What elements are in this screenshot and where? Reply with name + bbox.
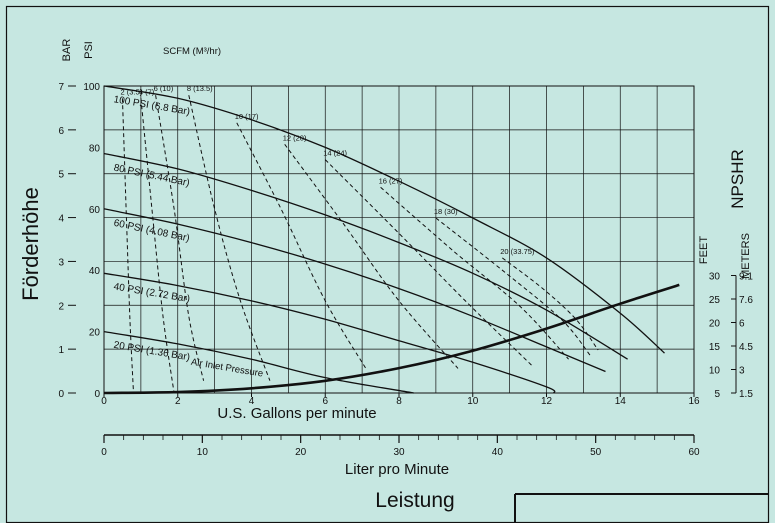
npshr-feet-label: 25 xyxy=(709,295,721,306)
air-consumption-curve xyxy=(155,95,205,381)
air-consumption-curve xyxy=(501,257,599,351)
x-tick-label: 6 xyxy=(322,396,328,407)
npshr-meter-label: 3 xyxy=(739,366,745,377)
air-consumption-curve xyxy=(121,98,134,394)
npshr-curve xyxy=(103,283,680,395)
bottom-right-box xyxy=(514,493,769,522)
air-consumption-curves: 2 (3.5)4 (7) 6 (10) 8 (13.5) 10 (17) 12 (20)… xyxy=(120,84,599,394)
air-consumption-curve xyxy=(324,159,533,366)
npshr-feet-label: 15 xyxy=(709,342,721,353)
x2-tick-label: 30 xyxy=(393,447,405,458)
bar-tick-label: 4 xyxy=(58,214,64,225)
air-consumption-label: 12 (20) xyxy=(283,133,307,142)
x2-tick-label: 60 xyxy=(688,447,700,458)
bar-tick-label: 1 xyxy=(58,345,64,356)
npshr-meter-label: 4.5 xyxy=(739,342,753,353)
x2-tick-label: 40 xyxy=(492,447,504,458)
bar-tick-label: 5 xyxy=(58,170,64,181)
air-consumption-curve xyxy=(140,98,175,394)
psi-tick-label: 0 xyxy=(94,389,100,400)
x2-tick-label: 10 xyxy=(197,447,209,458)
x-tick-label: 4 xyxy=(249,396,255,407)
pressure-curve xyxy=(103,85,665,354)
bar-tick-label: 0 xyxy=(58,389,64,400)
air-consumption-curve xyxy=(284,144,459,369)
outer-border xyxy=(5,5,770,523)
pressure-curve-label: 100 PSI (6.8 Bar) xyxy=(113,94,191,118)
pressure-curve xyxy=(103,152,628,360)
npshr-feet-label: 30 xyxy=(709,272,721,283)
pressure-curves: 100 PSI (6.8 Bar) 80 PSI (5.44 Bar) 60 PSI… xyxy=(103,85,665,394)
air-consumption-curve xyxy=(380,186,569,360)
air-consumption-label: 8 (13.5) xyxy=(187,84,213,93)
psi-tick-label: 20 xyxy=(89,328,101,339)
bar-unit-label: BAR xyxy=(61,39,73,62)
x-tick-label: 0 xyxy=(101,396,107,407)
x-tick-label: 12 xyxy=(541,396,553,407)
npshr-meter-label: 6 xyxy=(739,319,745,330)
npshr-meter-label: 9.1 xyxy=(739,272,753,283)
npshr-feet-label: 20 xyxy=(709,319,721,330)
npshr-meter-label: 7.6 xyxy=(739,295,753,306)
x-tick-label: 16 xyxy=(688,396,700,407)
x2-tick-label: 0 xyxy=(101,447,107,458)
air-consumption-label: 2 (3.5) xyxy=(120,87,142,96)
npshr-feet-label: 5 xyxy=(714,389,720,400)
air-inlet-pressure-note: Air Inlet Pressure xyxy=(190,357,264,380)
npshr-feet-label: 10 xyxy=(709,366,721,377)
psi-unit-label: PSI xyxy=(83,41,95,59)
psi-tick-label: 40 xyxy=(89,266,101,277)
pressure-curve xyxy=(103,272,556,394)
air-consumption-label: 16 (27) xyxy=(379,176,403,185)
pressure-curve-label: 80 PSI (5.44 Bar) xyxy=(113,163,191,190)
pressure-curve xyxy=(103,330,414,394)
x-tick-label: 2 xyxy=(175,396,181,407)
right-axis-title: NPSHR xyxy=(728,149,747,209)
bar-tick-label: 6 xyxy=(58,126,64,137)
y-axis-title: Förderhöhe xyxy=(18,187,43,301)
x2-axis-label: Liter pro Minute xyxy=(345,461,449,478)
caption: Leistung xyxy=(375,489,454,512)
scfm-header: SCFM (M³/hr) xyxy=(163,46,221,57)
x-tick-label: 8 xyxy=(396,396,402,407)
air-consumption-label: 18 (30) xyxy=(434,207,458,216)
air-consumption-curve xyxy=(188,95,271,381)
x-tick-label: 14 xyxy=(615,396,627,407)
x2-tick-label: 50 xyxy=(590,447,602,458)
feet-unit-label: FEET xyxy=(698,236,710,264)
air-consumption-label: 6 (10) xyxy=(154,84,174,93)
pressure-curve-label: 40 PSI (2.72 Bar) xyxy=(113,281,191,305)
pressure-curve-label: 60 PSI (4.08 Bar) xyxy=(113,218,191,245)
x-axis-label: U.S. Gallons per minute xyxy=(217,405,376,422)
npshr-curve-group xyxy=(103,283,680,395)
psi-tick-label: 60 xyxy=(89,205,101,216)
bar-tick-label: 3 xyxy=(58,257,64,268)
x-tick-label: 10 xyxy=(467,396,479,407)
x2-tick-label: 20 xyxy=(295,447,307,458)
pressure-curve xyxy=(103,208,606,373)
air-consumption-label: 14 (24) xyxy=(323,149,347,158)
psi-tick-label: 100 xyxy=(83,82,100,93)
air-consumption-label: 20 (33.75) xyxy=(500,247,535,256)
psi-tick-label: 80 xyxy=(89,143,101,154)
npshr-meter-label: 1.5 xyxy=(739,389,753,400)
bar-tick-label: 7 xyxy=(58,82,64,93)
axes: 0 2 4 6 8 10 12 14 160 10 20 30 40 50 6001234567020406… xyxy=(58,82,753,458)
meters-unit-label: METERS xyxy=(740,233,752,279)
air-consumption-label: 4 (7) xyxy=(139,87,155,96)
labels: Förderhöhe U.S. Gallons per minute Liter… xyxy=(18,39,752,512)
bar-tick-label: 2 xyxy=(58,301,64,312)
pressure-curve-label: 20 PSI (1.36 Bar) xyxy=(113,340,191,364)
air-consumption-curve xyxy=(236,122,367,369)
air-consumption-label: 10 (17) xyxy=(235,112,259,121)
